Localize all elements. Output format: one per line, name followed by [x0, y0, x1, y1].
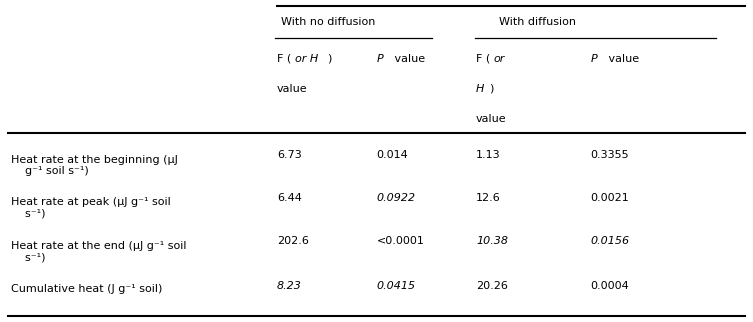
- Text: H: H: [476, 84, 484, 94]
- Text: F (: F (: [476, 54, 490, 64]
- Text: 0.3355: 0.3355: [590, 150, 629, 160]
- Text: 12.6: 12.6: [476, 193, 501, 203]
- Text: value: value: [476, 114, 507, 124]
- Text: 0.0415: 0.0415: [376, 281, 416, 291]
- Text: 10.38: 10.38: [476, 236, 508, 246]
- Text: ): ): [327, 54, 331, 64]
- Text: With diffusion: With diffusion: [499, 17, 576, 27]
- Text: or H: or H: [294, 54, 318, 64]
- Text: Heat rate at the end (μJ g⁻¹ soil
    s⁻¹): Heat rate at the end (μJ g⁻¹ soil s⁻¹): [11, 241, 187, 262]
- Text: 6.73: 6.73: [277, 150, 302, 160]
- Text: <0.0001: <0.0001: [376, 236, 425, 246]
- Text: 1.13: 1.13: [476, 150, 501, 160]
- Text: value: value: [277, 84, 307, 94]
- Text: Cumulative heat (J g⁻¹ soil): Cumulative heat (J g⁻¹ soil): [11, 284, 163, 294]
- Text: F (: F (: [277, 54, 291, 64]
- Text: value: value: [605, 54, 639, 64]
- Text: 0.014: 0.014: [376, 150, 408, 160]
- Text: 6.44: 6.44: [277, 193, 302, 203]
- Text: 0.0004: 0.0004: [590, 281, 630, 291]
- Text: With no diffusion: With no diffusion: [282, 17, 376, 27]
- Text: ): ): [489, 84, 494, 94]
- Text: Heat rate at peak (μJ g⁻¹ soil
    s⁻¹): Heat rate at peak (μJ g⁻¹ soil s⁻¹): [11, 197, 171, 219]
- Text: 202.6: 202.6: [277, 236, 309, 246]
- Text: or: or: [494, 54, 505, 64]
- Text: 20.26: 20.26: [476, 281, 508, 291]
- Text: 0.0021: 0.0021: [590, 193, 630, 203]
- Text: Heat rate at the beginning (μJ
    g⁻¹ soil s⁻¹): Heat rate at the beginning (μJ g⁻¹ soil …: [11, 155, 178, 176]
- Text: 0.0922: 0.0922: [376, 193, 416, 203]
- Text: 0.0156: 0.0156: [590, 236, 630, 246]
- Text: P: P: [376, 54, 383, 64]
- Text: value: value: [392, 54, 425, 64]
- Text: P: P: [590, 54, 597, 64]
- Text: 8.23: 8.23: [277, 281, 302, 291]
